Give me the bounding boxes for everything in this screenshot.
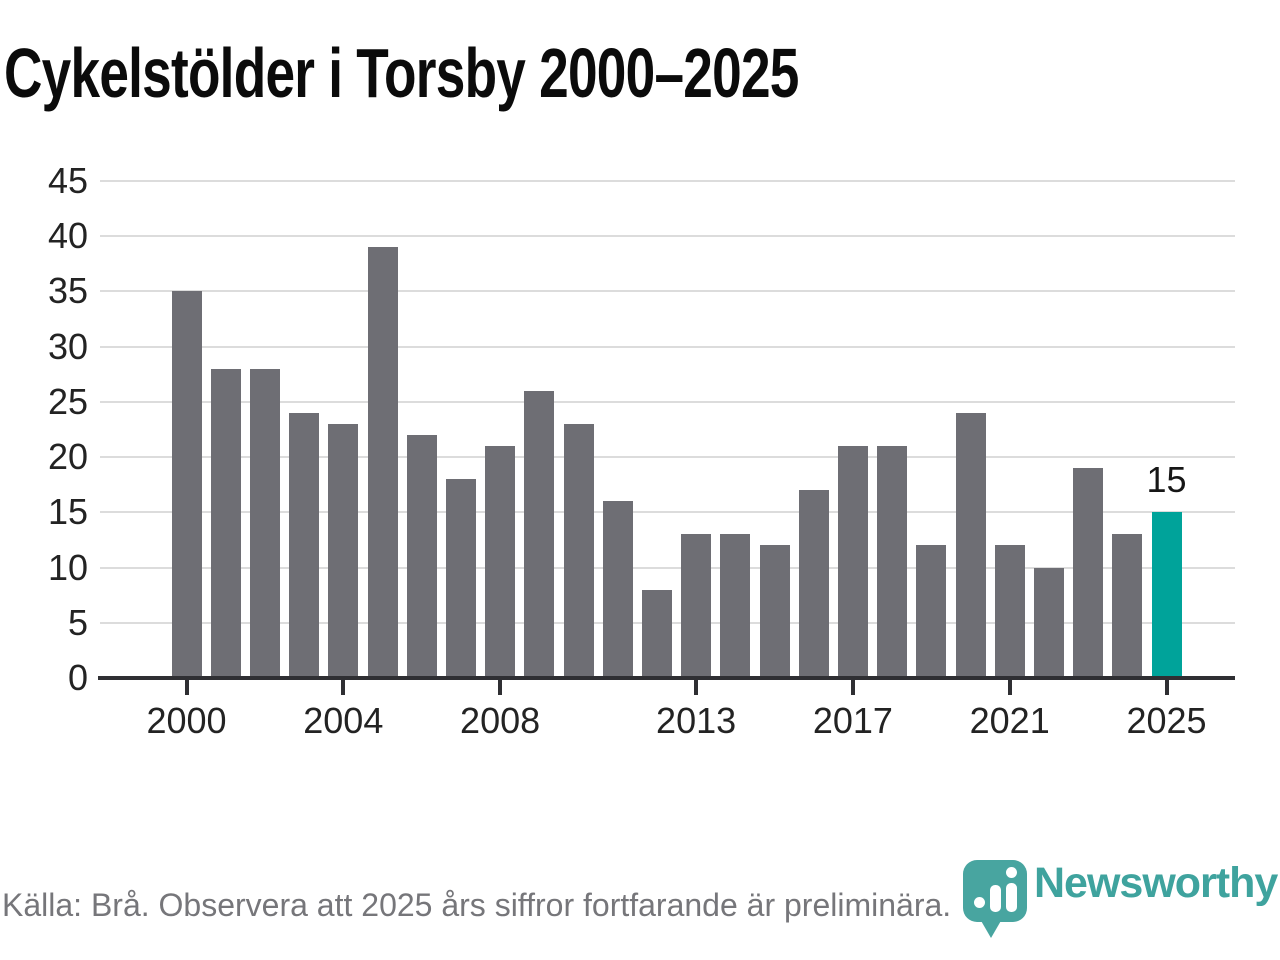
y-axis-labels: 0 5 10 15 20 25 30 35 40 45 (0, 163, 88, 696)
x-axis-line (98, 676, 1235, 680)
y-tick-label-25: 25 (47, 380, 88, 422)
bar-2023 (1073, 468, 1104, 678)
bar-2015 (759, 545, 790, 678)
chart-title: Cykelstölder i Torsby 2000–2025 (4, 34, 799, 112)
x-tick-label-2008: 2008 (460, 700, 541, 741)
bar-2002 (249, 368, 280, 678)
y-tick-label-35: 35 (47, 270, 88, 312)
bar-2013 (681, 534, 712, 678)
value-label-2025: 15 (1146, 459, 1187, 501)
y-tick-label-15: 15 (47, 491, 88, 533)
y-tick-label-10: 10 (47, 546, 88, 588)
bar-2020 (955, 412, 986, 678)
x-tick-2017 (850, 680, 855, 695)
bar-2010 (563, 423, 594, 678)
bar-2006 (406, 435, 437, 678)
bar-2001 (210, 368, 241, 678)
x-tick-label-2004: 2004 (303, 700, 384, 741)
y-tick-label-30: 30 (47, 325, 88, 367)
y-tick-label-20: 20 (47, 436, 88, 478)
logo-bar-tall-icon (1006, 883, 1017, 912)
bar-2024 (1112, 534, 1143, 678)
bar-2021 (994, 545, 1025, 678)
newsworthy-logo-tail-icon (980, 919, 1002, 938)
gridline-25 (100, 400, 1235, 403)
bar-2014 (720, 534, 751, 678)
gridline-40 (100, 235, 1235, 238)
bar-2016 (798, 490, 829, 678)
bar-2025 (1151, 512, 1182, 678)
y-tick-label-40: 40 (47, 215, 88, 257)
source-note: Källa: Brå. Observera att 2025 års siffr… (2, 887, 952, 923)
bar-2003 (289, 412, 320, 678)
bar-2000 (171, 291, 202, 678)
x-tick-2000 (184, 680, 189, 695)
bar-2012 (641, 589, 672, 678)
x-tick-label-2000: 2000 (146, 700, 227, 741)
bar-2004 (328, 423, 359, 678)
y-tick-label-45: 45 (47, 160, 88, 201)
logo-dot-low-icon (974, 897, 985, 908)
x-tick-2004 (341, 680, 346, 695)
x-tick-2025 (1164, 680, 1169, 695)
gridline-35 (100, 290, 1235, 293)
bar-2005 (367, 247, 398, 678)
bar-2009 (524, 390, 555, 678)
logo-bar-mid-icon (990, 885, 1001, 912)
gridline-45 (100, 180, 1235, 182)
bar-2019 (916, 545, 947, 678)
gridline-15 (100, 511, 1235, 514)
bar-2011 (602, 501, 633, 678)
plot-area (100, 180, 1235, 678)
newsworthy-logo-icon (963, 860, 1027, 922)
bar-2008 (485, 446, 516, 678)
bar-2017 (837, 446, 868, 678)
x-tick-label-2017: 2017 (812, 700, 893, 741)
y-tick-label-5: 5 (67, 601, 88, 643)
bar-2018 (877, 446, 908, 678)
newsworthy-wordmark: Newsworthy (1034, 859, 1278, 907)
x-tick-2013 (694, 680, 699, 695)
x-tick-2021 (1007, 680, 1012, 695)
bar-2022 (1033, 567, 1064, 678)
x-tick-label-2025: 2025 (1126, 700, 1207, 741)
x-tick-label-2013: 2013 (656, 700, 737, 741)
logo-dot-top-icon (1006, 867, 1017, 878)
gridline-20 (100, 456, 1235, 459)
y-tick-label-0: 0 (67, 657, 88, 698)
bar-2007 (445, 479, 476, 678)
x-tick-2008 (498, 680, 503, 695)
x-tick-label-2021: 2021 (969, 700, 1050, 741)
gridline-10 (100, 566, 1235, 569)
gridline-30 (100, 345, 1235, 348)
